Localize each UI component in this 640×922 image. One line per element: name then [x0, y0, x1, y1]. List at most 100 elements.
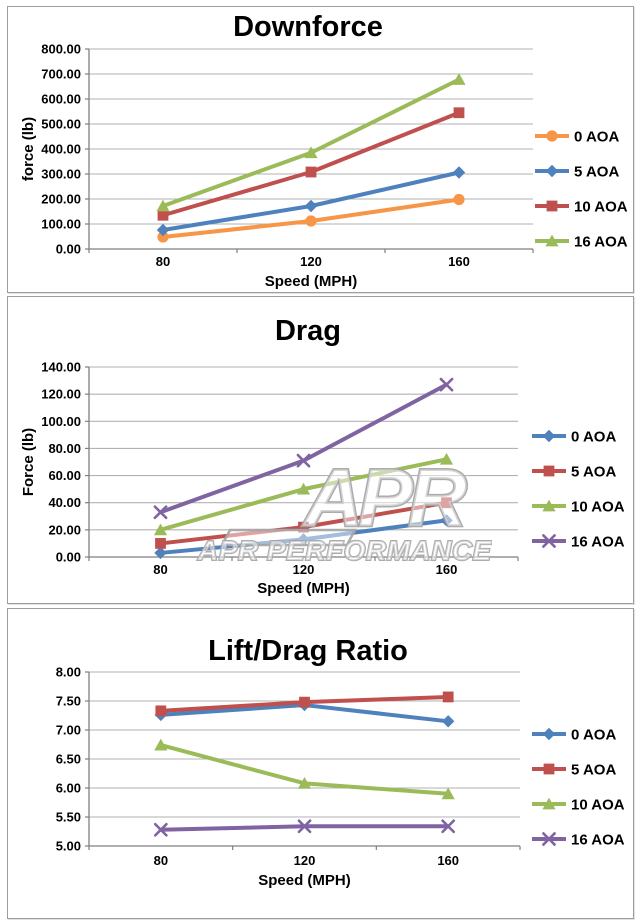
svg-text:600.00: 600.00	[41, 92, 81, 107]
axis-ticks	[85, 671, 521, 850]
circle-marker-icon	[546, 130, 558, 142]
triangle-marker-icon	[542, 499, 556, 512]
series-10-aoa	[153, 452, 454, 536]
svg-text:120: 120	[293, 562, 315, 577]
svg-text:8.00: 8.00	[56, 665, 81, 680]
svg-text:120: 120	[300, 254, 322, 269]
series-0-aoa	[157, 193, 465, 243]
legend: 0 AOA 5 AOA 10 AOA 16 AOA	[532, 727, 625, 849]
drag-chart-plot: 0.00 20.00 40.00 60.00 80.00 100.00 120.00 140.…	[20, 360, 625, 598]
y-axis-title: Force (lb)	[20, 428, 37, 496]
svg-text:16 AOA: 16 AOA	[571, 832, 625, 849]
y-axis-title: force (lb)	[20, 117, 37, 181]
x-marker-icon	[153, 505, 168, 520]
diamond-marker-icon	[542, 429, 556, 443]
lift-drag-ratio-chart-plot: 5.00 5.50 6.00 6.50 7.00 7.50 8.00 80 120 160 Spee…	[56, 665, 625, 890]
axis-ticks	[85, 48, 534, 253]
svg-text:120: 120	[294, 853, 316, 868]
svg-text:200.00: 200.00	[41, 192, 81, 207]
legend-item-0-aoa: 0 AOA	[532, 429, 616, 446]
square-marker-icon	[441, 497, 452, 509]
legend-item-0-aoa: 0 AOA	[535, 129, 619, 146]
square-marker-icon	[453, 107, 465, 119]
svg-text:6.00: 6.00	[56, 781, 81, 796]
square-marker-icon	[305, 166, 317, 178]
square-marker-icon	[299, 696, 310, 708]
diamond-marker-icon	[154, 546, 167, 560]
svg-text:800.00: 800.00	[41, 42, 81, 57]
svg-text:500.00: 500.00	[41, 117, 81, 132]
triangle-marker-icon	[296, 482, 311, 495]
svg-text:10 AOA: 10 AOA	[571, 499, 625, 516]
x-marker-icon	[439, 377, 454, 392]
downforce-chart-plot: 0.00 100.00 200.00 300.00 400.00 500.00 600.00…	[20, 42, 628, 291]
svg-text:160: 160	[436, 562, 458, 577]
svg-text:20.00: 20.00	[48, 522, 81, 537]
triangle-marker-icon	[542, 797, 556, 810]
svg-text:100.00: 100.00	[41, 414, 81, 429]
diamond-marker-icon	[542, 727, 556, 741]
svg-text:80.00: 80.00	[48, 441, 81, 456]
triangle-marker-icon	[452, 73, 466, 85]
apr-logo-icon: APR APR PERFORMANCE	[196, 452, 493, 568]
x-axis-title: Speed (MPH)	[258, 872, 351, 889]
square-marker-icon	[442, 691, 454, 703]
x-axis-tick-labels: 80 120 160	[153, 562, 457, 577]
square-marker-icon	[546, 200, 558, 212]
svg-text:5 AOA: 5 AOA	[574, 164, 619, 181]
axis-ticks	[85, 366, 519, 561]
svg-text:60.00: 60.00	[48, 468, 81, 483]
apr-watermark-label: APR PERFORMANCE	[197, 535, 492, 566]
svg-text:0.00: 0.00	[56, 550, 81, 565]
svg-text:7.50: 7.50	[56, 694, 81, 709]
svg-text:16 AOA: 16 AOA	[574, 234, 628, 251]
x-marker-icon	[153, 822, 168, 837]
diamond-marker-icon	[452, 166, 466, 179]
x-marker-icon	[296, 453, 311, 468]
legend-item-16-aoa: 16 AOA	[532, 832, 625, 849]
svg-text:7.00: 7.00	[56, 723, 81, 738]
square-marker-icon	[543, 465, 555, 477]
series-16-aoa	[153, 377, 454, 520]
legend-item-16-aoa: 16 AOA	[532, 534, 625, 551]
diamond-marker-icon	[545, 164, 559, 178]
triangle-marker-icon	[545, 234, 559, 247]
y-axis-tick-labels: 5.00 5.50 6.00 6.50 7.00 7.50 8.00	[56, 665, 81, 854]
svg-text:80: 80	[153, 562, 167, 577]
drag-chart-panel: Drag 0.00 20.00 40.00 60.00 80.00 100.00 120.0…	[7, 296, 634, 604]
circle-marker-icon	[157, 231, 169, 243]
y-axis-tick-labels: 0.00 20.00 40.00 60.00 80.00 100.00 120.00 140.…	[41, 360, 81, 565]
triangle-marker-icon	[297, 776, 312, 789]
square-marker-icon	[543, 763, 555, 775]
triangle-marker-icon	[441, 787, 455, 800]
x-axis-title: Speed (MPH)	[257, 580, 350, 597]
svg-text:100.00: 100.00	[41, 217, 81, 232]
svg-text:0 AOA: 0 AOA	[574, 129, 619, 146]
square-marker-icon	[157, 209, 169, 221]
circle-marker-icon	[305, 215, 317, 227]
y-axis-tick-labels: 0.00 100.00 200.00 300.00 400.00 500.00 600.00…	[41, 42, 81, 257]
svg-text:0 AOA: 0 AOA	[571, 727, 616, 744]
svg-text:10 AOA: 10 AOA	[571, 797, 625, 814]
square-marker-icon	[155, 538, 166, 549]
x-axis-tick-labels: 80 120 160	[154, 853, 459, 868]
legend: 0 AOA 5 AOA 10 AOA 16 AOA	[535, 129, 628, 251]
svg-text:400.00: 400.00	[41, 142, 81, 157]
svg-text:40.00: 40.00	[48, 495, 81, 510]
series-10-aoa	[157, 107, 465, 221]
svg-text:5 AOA: 5 AOA	[571, 464, 616, 481]
diamond-marker-icon	[156, 223, 170, 237]
apr-logo-bar	[219, 528, 358, 547]
svg-text:80: 80	[154, 853, 168, 868]
svg-text:80: 80	[156, 254, 170, 269]
legend-item-10-aoa: 10 AOA	[532, 499, 625, 516]
triangle-marker-icon	[154, 738, 168, 751]
svg-text:5 AOA: 5 AOA	[571, 762, 616, 779]
legend-item-5-aoa: 5 AOA	[535, 164, 619, 181]
svg-text:140.00: 140.00	[41, 360, 81, 375]
svg-text:160: 160	[448, 254, 470, 269]
triangle-marker-icon	[304, 146, 318, 159]
svg-text:5.00: 5.00	[56, 839, 81, 854]
series-5-aoa	[155, 691, 454, 717]
